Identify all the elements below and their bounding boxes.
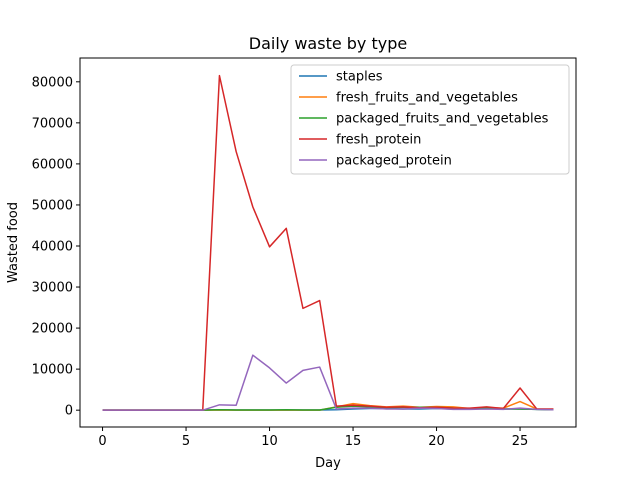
x-tick-label: 25 [512,434,529,449]
series-line-packaged-protein [102,354,554,411]
y-tick-label: 10000 [32,363,73,378]
legend-label: staples [336,70,383,85]
y-tick-label: 0 [65,404,73,419]
legend-label: fresh_protein [336,133,421,148]
legend-box [290,64,570,175]
legend: staples fresh_fruits_and_vegetablespackag… [290,64,570,175]
y-tick-label: 40000 [32,239,73,254]
y-tick-label: 60000 [32,157,73,172]
chart-title: Daily waste by type [249,34,407,53]
x-tick-label: 20 [428,434,445,449]
legend-label: packaged_fruits_and_vegetables [336,112,549,127]
legend-label: fresh_fruits_and_vegetables [336,91,518,106]
y-axis-label: Wasted food [6,202,21,283]
y-tick-label: 70000 [32,116,73,131]
series-layer [102,74,554,411]
y-tick-label: 50000 [32,198,73,213]
legend-label: packaged_protein [336,154,452,169]
x-axis-label: Day [315,456,341,471]
plot-frame [79,57,577,428]
y-tick-label: 20000 [32,322,73,337]
y-tick-label: 80000 [32,75,73,90]
x-tick-label: 10 [261,434,278,449]
x-tick-label: 5 [182,434,190,449]
x-axis-ticks: 0 5 10 15 20 25 [98,427,528,449]
x-tick-label: 15 [345,434,362,449]
y-axis-ticks: 0 10000 20000 30000 40000 50000 60000 70000 8000… [32,75,80,419]
y-tick-label: 30000 [32,281,73,296]
x-tick-label: 0 [98,434,106,449]
